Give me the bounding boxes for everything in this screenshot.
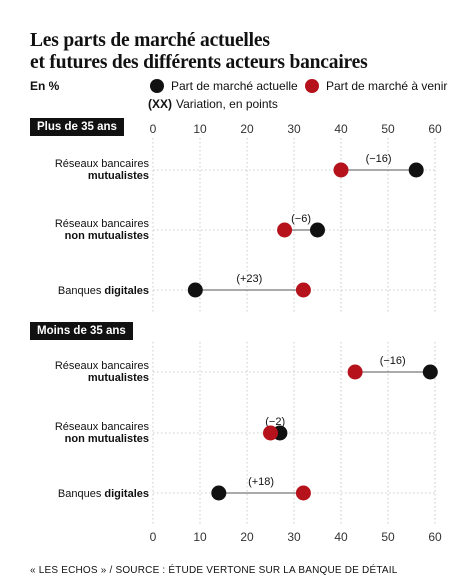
category-label-part: Banques	[58, 488, 104, 500]
dot-actual	[408, 162, 424, 178]
chart-title: Les parts de marché actuelles et futures…	[30, 30, 450, 74]
legend-dot-future-icon	[305, 79, 319, 93]
x-tick-label: 0	[150, 122, 157, 136]
variation-label: (−16)	[366, 153, 392, 165]
panel-label-over-35: Plus de 35 ans	[30, 118, 124, 136]
category-label-part: non mutualistes	[65, 230, 149, 242]
dot-actual	[422, 364, 438, 380]
x-tick-label: 20	[240, 122, 254, 136]
category-label-part: Réseaux bancaires	[55, 421, 150, 433]
category-label: Réseaux bancaires mutualistes	[55, 158, 150, 182]
legend-item-future: Part de marché à venir	[305, 79, 447, 93]
x-tick-label: 60	[428, 530, 442, 544]
category-label-part: mutualistes	[88, 372, 149, 384]
legend-label-future: Part de marché à venir	[326, 79, 448, 93]
dot-future	[295, 282, 311, 298]
x-tick-label: 20	[240, 530, 254, 544]
title-line-1: Les parts de marché actuelles	[30, 30, 270, 51]
variation-label: (−2)	[265, 416, 285, 428]
legend-label-variation: Variation, en points	[176, 97, 278, 111]
title-line-2: et futures des différents acteurs bancai…	[30, 52, 368, 73]
x-tick-label: 10	[193, 122, 207, 136]
variation-label: (−16)	[380, 355, 406, 367]
category-label: Réseaux bancaires non mutualistes	[55, 421, 150, 445]
legend-dot-actual-icon	[150, 79, 164, 93]
dot-actual	[211, 485, 227, 501]
x-tick-label: 0	[150, 530, 157, 544]
category-label-part: Réseaux bancaires	[55, 158, 150, 170]
x-tick-label: 60	[428, 122, 442, 136]
category-label-part: digitales	[104, 285, 149, 297]
variation-label: (+23)	[236, 273, 262, 285]
category-label-part: Banques	[58, 285, 104, 297]
x-tick-label: 10	[193, 530, 207, 544]
category-label-part: non mutualistes	[65, 433, 149, 445]
x-tick-label: 30	[287, 122, 301, 136]
x-tick-label: 30	[287, 530, 301, 544]
legend-label-actual: Part de marché actuelle	[171, 79, 298, 93]
dot-actual	[187, 282, 203, 298]
dot-future	[295, 485, 311, 501]
x-tick-label: 50	[381, 122, 395, 136]
dot-actual	[310, 222, 325, 238]
legend-item-actual: Part de marché actuelle	[150, 79, 298, 93]
category-label-part: Réseaux bancaires	[55, 360, 150, 372]
category-label: Réseaux bancaires non mutualistes	[55, 218, 150, 242]
x-tick-label: 40	[334, 122, 348, 136]
panel-label-under-35: Moins de 35 ans	[30, 322, 133, 340]
dot-future	[277, 222, 293, 238]
category-label-part: mutualistes	[88, 170, 149, 182]
variation-label: (−6)	[291, 213, 311, 225]
dot-future	[333, 162, 349, 178]
variation-label: (+18)	[248, 476, 274, 488]
category-label-part: digitales	[104, 488, 149, 500]
x-tick-label: 40	[334, 530, 348, 544]
category-label: Banques digitales	[58, 488, 149, 500]
legend-variation-key: (XX)	[148, 97, 172, 111]
dot-future	[347, 364, 363, 380]
dot-future	[263, 425, 278, 441]
source-note: « LES ECHOS » / SOURCE : ÉTUDE VERTONE S…	[30, 565, 398, 576]
x-tick-label: 50	[381, 530, 395, 544]
legend-item-variation: (XX) Variation, en points	[148, 97, 278, 111]
category-label: Banques digitales	[58, 285, 149, 297]
category-label-part: Réseaux bancaires	[55, 218, 150, 230]
category-label: Réseaux bancaires mutualistes	[55, 360, 150, 384]
unit-label: En %	[30, 79, 60, 93]
